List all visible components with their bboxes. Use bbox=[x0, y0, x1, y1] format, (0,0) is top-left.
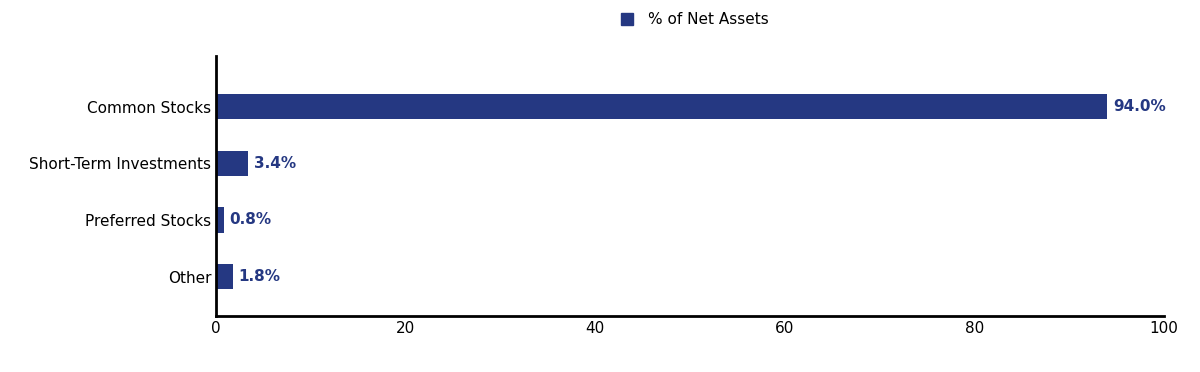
Legend: % of Net Assets: % of Net Assets bbox=[605, 6, 775, 33]
Text: 3.4%: 3.4% bbox=[254, 156, 296, 171]
Bar bbox=[216, 264, 233, 289]
Text: 0.8%: 0.8% bbox=[229, 212, 271, 227]
Bar bbox=[216, 207, 223, 233]
Text: 94.0%: 94.0% bbox=[1112, 99, 1165, 114]
Bar bbox=[216, 151, 248, 176]
Text: 1.8%: 1.8% bbox=[239, 269, 281, 284]
Bar bbox=[216, 94, 1108, 119]
